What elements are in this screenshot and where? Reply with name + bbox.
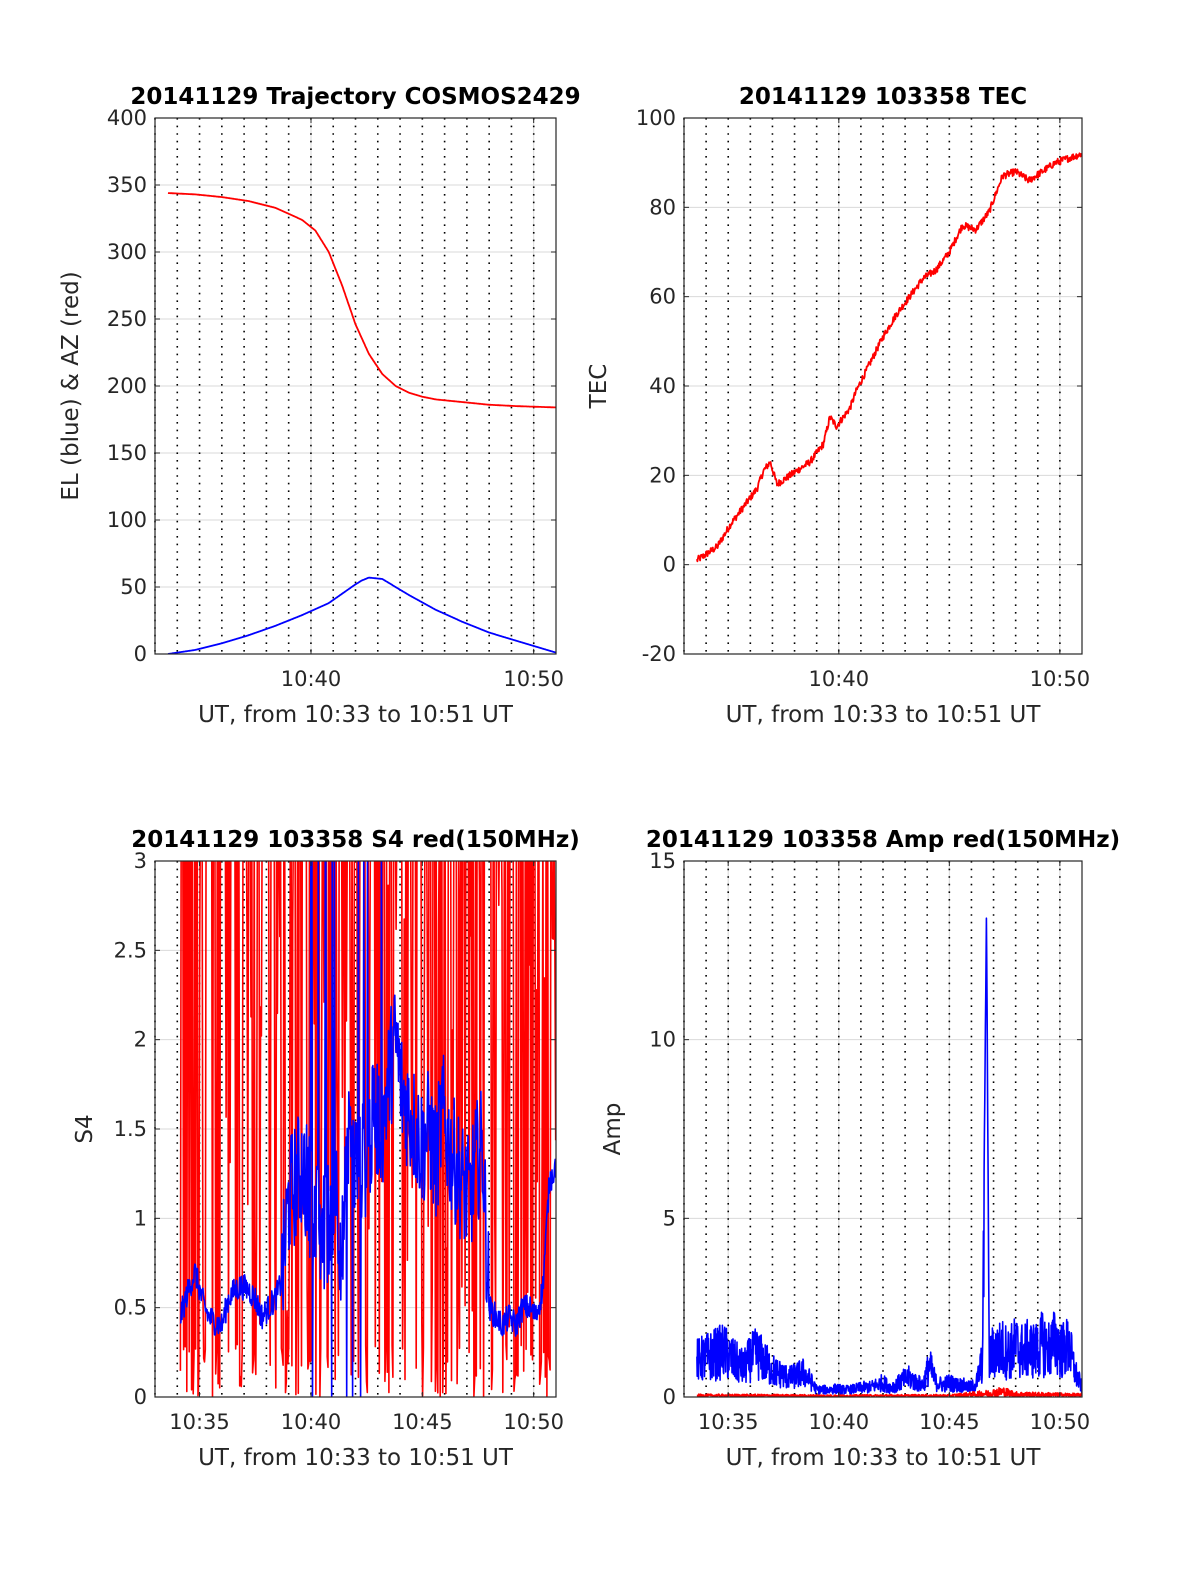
- series-line-red: [696, 152, 1082, 563]
- x-tick-label: 10:35: [169, 1410, 230, 1434]
- series-line-blue: [179, 861, 556, 1397]
- x-axis-label: UT, from 10:33 to 10:51 UT: [198, 702, 514, 728]
- y-tick-label: 40: [649, 374, 676, 398]
- y-tick-label: 250: [107, 307, 147, 331]
- y-tick-label: 1.5: [114, 1117, 147, 1141]
- y-axis-label: EL (blue) & AZ (red): [58, 271, 84, 500]
- x-tick-label: 10:40: [809, 1410, 870, 1434]
- plot-area: [684, 861, 1082, 1397]
- series-group: [179, 861, 556, 1397]
- x-tick-label: 10:50: [1030, 667, 1091, 691]
- chart-title: 20141129 103358 Amp red(150MHz): [646, 827, 1120, 853]
- y-tick-label: 5: [663, 1206, 676, 1230]
- y-tick-label: 0.5: [114, 1296, 147, 1320]
- series-line-red: [696, 1387, 1082, 1397]
- x-tick-label: 10:50: [1030, 1410, 1091, 1434]
- y-axis-label: Amp: [600, 1103, 626, 1156]
- x-axis-label: UT, from 10:33 to 10:51 UT: [198, 1445, 514, 1471]
- x-tick-label: 10:40: [809, 667, 870, 691]
- x-tick-label: 10:40: [281, 1410, 342, 1434]
- x-tick-label: 10:35: [698, 1410, 759, 1434]
- y-tick-label: 0: [663, 553, 676, 577]
- y-tick-label: 0: [663, 1385, 676, 1409]
- y-tick-label: 100: [107, 508, 147, 532]
- x-tick-label: 10:45: [392, 1410, 453, 1434]
- y-tick-label: 3: [134, 849, 147, 873]
- x-tick-label: 10:40: [281, 667, 342, 691]
- chart-title: 20141129 103358 S4 red(150MHz): [131, 827, 580, 853]
- chart-2: -20 0 20 40 60 80 100 10:40 10:50 20141129 103358…: [586, 84, 1090, 728]
- series-line-blue: [696, 917, 1082, 1395]
- y-tick-label: 2: [134, 1028, 147, 1052]
- y-tick-label: 20: [649, 463, 676, 487]
- y-tick-label: 10: [649, 1028, 676, 1052]
- chart-1: 0 50 100 150 200 250 300 350 400 10:40 10:50 201411…: [58, 84, 581, 728]
- y-tick-label: 15: [649, 849, 676, 873]
- y-tick-label: 60: [649, 285, 676, 309]
- chart-4: 0 5 10 15 10:35 10:40 10:45 10:50 20141129 10335…: [600, 827, 1120, 1471]
- x-tick-label: 10:50: [503, 1410, 564, 1434]
- y-tick-label: 80: [649, 195, 676, 219]
- y-axis-label: S4: [72, 1114, 98, 1143]
- series-line-blue: [167, 576, 556, 654]
- series-group: [167, 192, 556, 654]
- y-tick-label: 100: [636, 106, 676, 130]
- x-tick-label: 10:45: [919, 1410, 980, 1434]
- x-tick-label: 10:50: [503, 667, 564, 691]
- y-tick-label: 2.5: [114, 938, 147, 962]
- series-group: [696, 152, 1082, 563]
- y-tick-label: 50: [120, 575, 147, 599]
- y-tick-label: 1: [134, 1206, 147, 1230]
- y-tick-label: 0: [134, 1385, 147, 1409]
- y-axis-label: TEC: [586, 364, 612, 410]
- x-axis-label: UT, from 10:33 to 10:51 UT: [726, 702, 1042, 728]
- y-tick-label: 150: [107, 441, 147, 465]
- y-tick-label: 400: [107, 106, 147, 130]
- chart-title: 20141129 103358 TEC: [739, 84, 1027, 110]
- y-tick-label: 350: [107, 173, 147, 197]
- x-axis-label: UT, from 10:33 to 10:51 UT: [726, 1445, 1042, 1471]
- y-tick-label: 200: [107, 374, 147, 398]
- series-group: [696, 917, 1082, 1397]
- y-tick-label: 300: [107, 240, 147, 264]
- chart-title: 20141129 Trajectory COSMOS2429: [130, 84, 580, 110]
- axes-frame: [683, 860, 1083, 1398]
- series-line-red: [167, 192, 556, 409]
- chart-3: 0 0.5 1 1.5 2 2.5 3 10:35 10:40 10:45 10:50 2014112…: [72, 827, 580, 1471]
- y-tick-label: -20: [642, 642, 676, 666]
- y-tick-label: 0: [134, 642, 147, 666]
